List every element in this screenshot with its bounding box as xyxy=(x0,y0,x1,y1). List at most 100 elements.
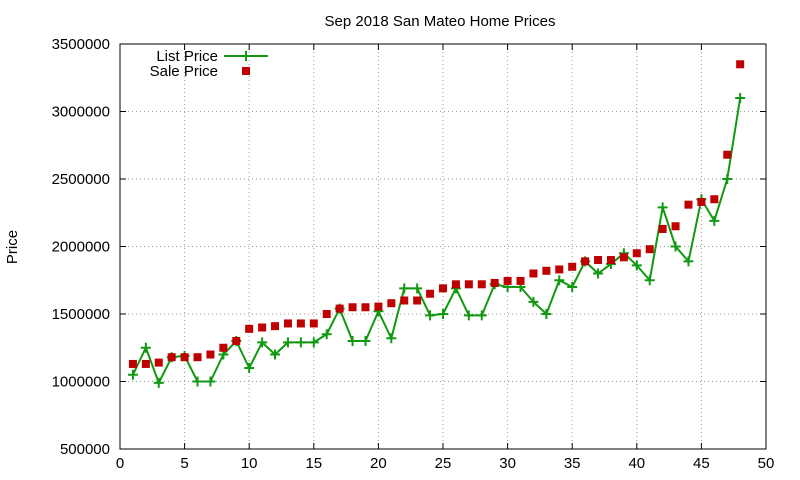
list-price-point xyxy=(127,369,138,380)
y-tick-label: 2000000 xyxy=(52,239,110,256)
list-price-point xyxy=(554,275,565,286)
y-tick-label: 1000000 xyxy=(52,374,110,391)
x-tick-label: 35 xyxy=(564,455,581,472)
x-tick-label: 0 xyxy=(116,455,124,472)
sale-price-point xyxy=(723,150,732,159)
sale-price-point xyxy=(606,256,615,264)
list-price-point xyxy=(463,310,474,321)
sale-price-point xyxy=(219,343,228,352)
sale-price-point xyxy=(322,310,331,318)
sale-price-point xyxy=(684,200,693,209)
list-price-point xyxy=(657,202,668,213)
legend: List Price Sale Price xyxy=(150,48,268,80)
sale-price-point xyxy=(128,359,137,368)
list-price-point xyxy=(709,215,720,226)
sale-price-point xyxy=(387,299,396,308)
y-tick-label: 3000000 xyxy=(52,104,110,121)
sale-price-point xyxy=(206,350,215,359)
sale-price-point xyxy=(451,280,460,289)
list-price-point xyxy=(412,283,423,294)
sale-price-point xyxy=(736,60,745,69)
sale-price-point xyxy=(542,266,551,275)
sale-price-point xyxy=(154,358,163,367)
sale-price-point xyxy=(671,222,680,231)
y-tick-label: 1500000 xyxy=(52,306,110,323)
list-price-point xyxy=(270,349,281,360)
list-price-point xyxy=(347,336,358,346)
sale-price-point xyxy=(271,322,280,331)
x-tick-label: 25 xyxy=(435,455,452,472)
list-price-point xyxy=(438,309,448,319)
list-price-point xyxy=(205,376,216,387)
list-price-point xyxy=(683,256,694,267)
x-tick-label: 45 xyxy=(693,455,710,472)
sale-price-point xyxy=(141,359,150,368)
list-price-point xyxy=(140,342,151,353)
sale-price-point xyxy=(258,323,267,332)
x-tick-label: 50 xyxy=(758,455,775,472)
x-tick-label: 30 xyxy=(499,455,516,472)
list-price-point xyxy=(541,309,552,319)
sale-price-point xyxy=(645,245,654,254)
list-price-point xyxy=(308,337,319,348)
list-price-point xyxy=(644,275,655,286)
sale-price-point xyxy=(658,224,667,233)
sale-price-point xyxy=(374,302,383,311)
list-price-point xyxy=(593,268,604,279)
x-tick-label: 10 xyxy=(241,455,258,472)
sale-price-point xyxy=(464,280,473,289)
list-price-point xyxy=(360,336,371,346)
list-price-point xyxy=(425,310,436,321)
chart-title: Sep 2018 San Mateo Home Prices xyxy=(325,13,556,30)
sale-price-point xyxy=(413,296,422,305)
sale-price-point xyxy=(361,303,370,312)
list-price-point xyxy=(321,329,332,340)
sale-price-point xyxy=(490,278,499,287)
list-price-point xyxy=(192,376,203,387)
series-layer xyxy=(127,60,746,388)
y-tick-label: 3500000 xyxy=(52,36,110,53)
x-tick-label: 20 xyxy=(370,455,387,472)
sale-price-point xyxy=(439,284,447,293)
sale-price-point xyxy=(594,256,603,264)
y-tick-label: 2500000 xyxy=(52,171,110,188)
sale-price-point xyxy=(529,269,538,278)
x-tick-label: 15 xyxy=(305,455,322,472)
sale-price-point xyxy=(710,195,719,204)
sale-price-point xyxy=(503,276,512,285)
list-price-point xyxy=(257,337,268,348)
legend-label-sale-price: Sale Price xyxy=(150,63,218,80)
list-price-point xyxy=(722,174,733,184)
sale-price-point xyxy=(619,253,628,262)
x-tick-label: 40 xyxy=(628,455,645,472)
sale-price-point xyxy=(167,353,176,362)
sale-price-point xyxy=(335,304,344,313)
list-price-point xyxy=(631,260,642,271)
sale-price-point xyxy=(400,296,409,305)
sale-price-point xyxy=(555,265,564,274)
list-price-point xyxy=(282,337,293,348)
tick-labels: 0 5 10 15 20 25 30 35 40 45 50 500000 1000000 1500000… xyxy=(52,36,775,472)
list-price-point xyxy=(399,283,410,294)
sale-price-point xyxy=(348,303,357,312)
sale-price-point xyxy=(581,257,590,266)
list-price-point xyxy=(476,310,487,321)
sale-price-point xyxy=(309,319,318,328)
list-price-point xyxy=(567,282,578,292)
series-sale-price xyxy=(128,60,745,368)
sale-price-point xyxy=(516,276,525,285)
list-price-point xyxy=(528,296,539,307)
y-axis-label: Price xyxy=(4,230,21,264)
sale-price-point xyxy=(180,353,189,362)
x-tick-label: 5 xyxy=(180,455,188,472)
sale-price-point xyxy=(697,197,706,206)
list-price-point xyxy=(153,377,164,388)
sale-price-point xyxy=(477,280,486,289)
list-price-point xyxy=(386,333,397,344)
list-price-point xyxy=(295,337,306,348)
sale-price-point xyxy=(232,337,241,345)
sale-price-point xyxy=(296,319,305,328)
sale-price-point xyxy=(193,353,202,362)
sale-price-point xyxy=(632,249,641,258)
